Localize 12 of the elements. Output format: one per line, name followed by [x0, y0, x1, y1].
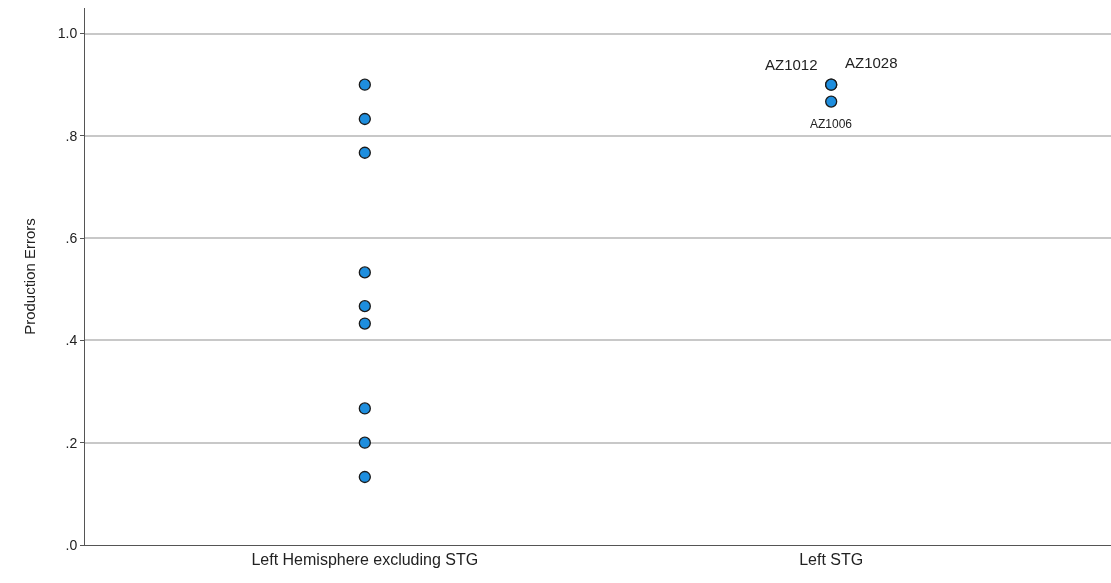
- y-tick-label: .4: [65, 332, 78, 349]
- annotation: AZ1012: [765, 56, 818, 73]
- y-tick-label: .6: [65, 230, 78, 247]
- annotation: AZ1006: [810, 117, 853, 131]
- y-tick-label: .8: [65, 127, 78, 144]
- y-tick-label: 1.0: [57, 25, 78, 42]
- x-tick-label: Left STG: [799, 551, 864, 569]
- y-tick-label: .0: [65, 536, 78, 553]
- y-tick-label: .2: [65, 434, 78, 451]
- x-tick-label: Left Hemisphere excluding STG: [251, 551, 479, 569]
- y-axis-title: Production Errors: [20, 218, 38, 335]
- annotation: AZ1028: [845, 54, 898, 71]
